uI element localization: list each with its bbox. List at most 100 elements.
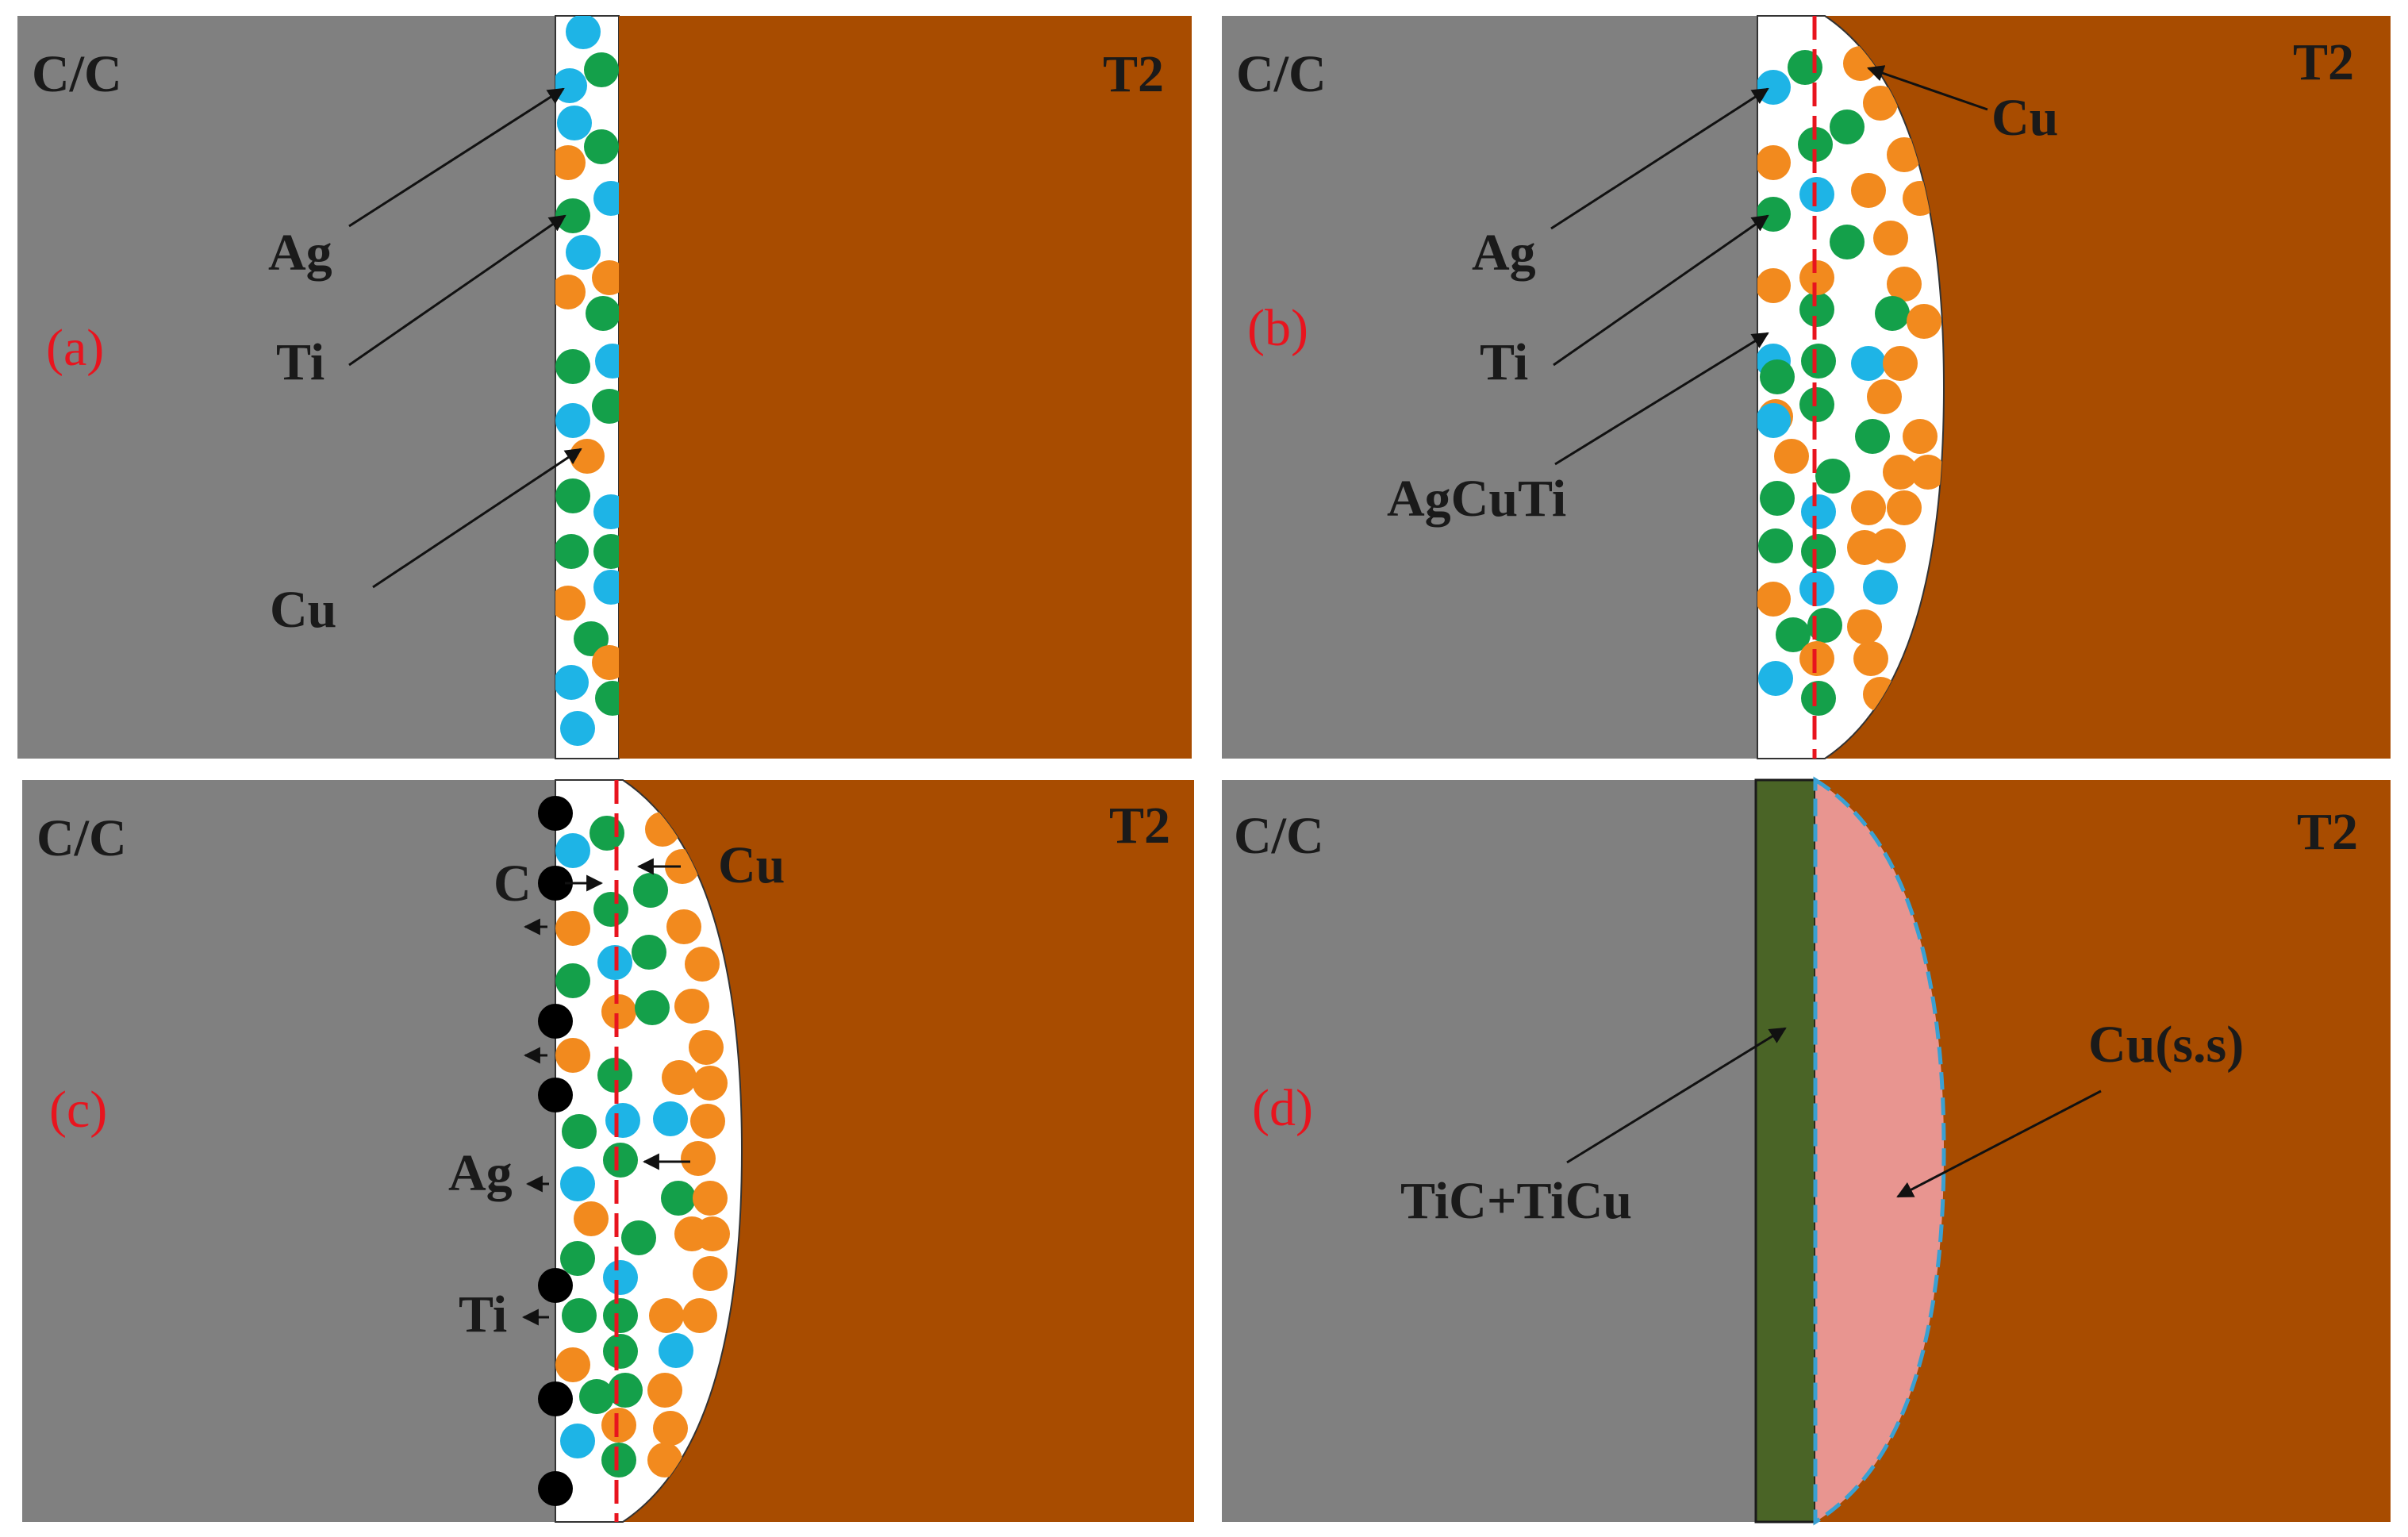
ti-label: Ti	[459, 1285, 507, 1343]
ti-particle	[555, 349, 590, 384]
ti-particle	[1830, 110, 1865, 144]
ti-arrow	[348, 214, 566, 367]
ti-particle	[601, 1443, 636, 1477]
ti-particle	[1801, 344, 1836, 378]
cu-label: Cu	[270, 581, 336, 639]
ti-particle	[562, 1298, 597, 1333]
ag-particle	[593, 570, 619, 605]
carbon-particle	[538, 1004, 573, 1039]
agcuti-label: AgCuTi	[1387, 470, 1566, 528]
cu-particle	[570, 439, 605, 474]
cu-particle	[666, 909, 701, 944]
cu-particle	[1911, 455, 1944, 490]
ti-particle	[603, 1334, 638, 1369]
ti-particle	[603, 1143, 638, 1178]
layer-arrow	[1566, 1027, 1787, 1164]
t2-label: T2	[1103, 45, 1164, 103]
ti-particle	[1799, 387, 1834, 422]
cu-label: Cu	[1991, 89, 2058, 147]
cu-particle	[1887, 137, 1922, 172]
cu-particle	[1774, 439, 1809, 474]
ag-particle	[1801, 494, 1836, 529]
ag-particle	[1863, 570, 1898, 605]
ti-particle	[1757, 197, 1791, 232]
ag-label: Ag	[448, 1144, 513, 1202]
ti-particle	[555, 478, 590, 513]
cu-particle	[1757, 145, 1791, 180]
panel-c: C/C T2 (c) Cu C Ag Ti	[22, 779, 1194, 1523]
ti-particle	[586, 296, 619, 331]
cu-particle	[1883, 455, 1918, 490]
ag-particle	[593, 181, 619, 216]
carbon-particle	[538, 796, 573, 831]
panel-a: C/C T2 (a) Ag Ti Cu	[17, 15, 1192, 759]
cu-particle	[1847, 609, 1882, 644]
panel-tag: (a)	[46, 319, 104, 377]
cu-particle	[1799, 260, 1834, 295]
cu-particle	[1799, 641, 1834, 676]
panel-b: C/C T2 (b) Cu Ag Ti AgCuTi	[1222, 15, 2391, 759]
ti-label: Ti	[1480, 333, 1528, 391]
ti-particle	[555, 534, 589, 569]
cu-label: Cu	[718, 836, 785, 894]
cc-substrate	[17, 16, 555, 759]
ag-arrow	[348, 87, 565, 228]
cu-particle	[1887, 490, 1922, 525]
ti-particle	[593, 892, 628, 927]
ti-particle	[633, 873, 668, 908]
panel-tag: (d)	[1252, 1079, 1313, 1137]
ti-particle	[593, 534, 619, 569]
ti-particle	[1799, 292, 1834, 327]
ti-particle	[1798, 127, 1833, 162]
ti-particle	[1875, 296, 1910, 331]
cu-particle	[555, 1038, 590, 1073]
ag-particle	[560, 1166, 595, 1201]
carbon-particle	[538, 1078, 573, 1112]
cu-particle	[1863, 86, 1898, 121]
cu-particle	[653, 1411, 688, 1446]
ag-particle	[653, 1101, 688, 1136]
layer-label: TiC+TiCu	[1400, 1172, 1632, 1230]
cu-particle	[1903, 419, 1938, 454]
ag-particle	[593, 494, 619, 529]
cu-particle	[693, 1181, 728, 1216]
panel-d: C/C T2 (d) TiC+TiCu Cu(s.s)	[1222, 776, 2391, 1526]
ti-particle	[1815, 459, 1850, 494]
ti-particle	[592, 389, 619, 424]
ti-particle	[603, 1298, 638, 1333]
panel-tag: (c)	[49, 1081, 107, 1139]
carbon-particle	[538, 1381, 573, 1416]
cu-particle	[682, 1298, 717, 1333]
cu-particle	[693, 1066, 728, 1101]
ti-particle	[590, 816, 624, 851]
ag-particle	[555, 403, 590, 438]
ag-arrow	[1550, 87, 1769, 230]
t2-label: T2	[2297, 803, 2358, 861]
cu-arrow	[372, 448, 582, 589]
ag-particle	[659, 1333, 693, 1368]
cu-particle	[1851, 173, 1886, 208]
ag-particle	[605, 1103, 640, 1138]
ti-particle	[560, 1241, 595, 1276]
cu-particle	[1757, 582, 1791, 617]
cc-substrate	[1222, 780, 1756, 1522]
cu-arrow	[1867, 65, 1988, 111]
cu-particle	[647, 1373, 682, 1408]
agcuti-arrow	[1554, 332, 1769, 466]
filler-particles	[1757, 46, 1944, 716]
t2-label: T2	[2293, 33, 2354, 91]
ag-particle	[595, 344, 619, 378]
ti-particle	[1830, 225, 1865, 259]
cu-particle	[695, 1216, 730, 1251]
cu-particle	[1867, 379, 1902, 414]
ti-particle	[597, 1058, 632, 1093]
cu-particle	[647, 1443, 682, 1477]
ti-arrow	[1553, 214, 1769, 367]
cc-substrate	[1222, 16, 1757, 759]
ti-particle	[1801, 681, 1836, 716]
ti-particle	[1760, 481, 1795, 516]
cu-particle	[1887, 267, 1922, 302]
ti-particle	[621, 1220, 656, 1255]
ti-particle	[574, 621, 609, 656]
carbon-particle	[538, 1268, 573, 1303]
